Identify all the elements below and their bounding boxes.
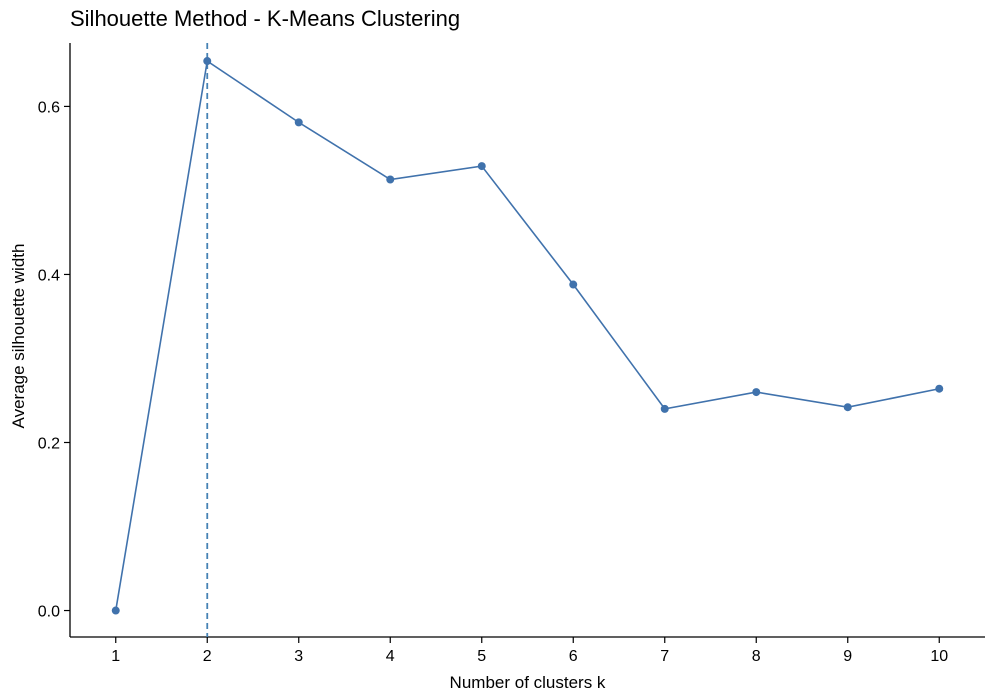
y-tick-label: 0.2 (38, 435, 60, 452)
x-tick-label: 8 (752, 648, 761, 665)
data-point (294, 118, 303, 127)
y-axis-title: Average silhouette width (9, 244, 28, 429)
series-silhouette (111, 57, 944, 615)
data-point (203, 57, 212, 66)
data-point (660, 404, 669, 413)
x-tick-label: 10 (930, 648, 948, 665)
data-point (386, 175, 395, 184)
x-tick-label: 1 (111, 648, 120, 665)
data-point (569, 280, 578, 289)
data-point (935, 384, 944, 393)
x-tick-label: 6 (569, 648, 578, 665)
x-tick-label: 2 (203, 648, 212, 665)
x-tick-label: 7 (660, 648, 669, 665)
data-point (111, 606, 120, 615)
series-line (114, 59, 940, 611)
x-tick-label: 9 (843, 648, 852, 665)
x-axis-title: Number of clusters k (450, 673, 606, 692)
x-tick-label: 3 (294, 648, 303, 665)
data-point (752, 388, 761, 397)
y-tick-label: 0.6 (38, 99, 60, 116)
y-tick-label: 0.4 (38, 267, 60, 284)
x-tick-label: 5 (477, 648, 486, 665)
data-point (843, 403, 852, 412)
x-axis: 1 2 3 4 5 6 7 8 9 10 (70, 636, 985, 665)
y-tick-label: 0.0 (38, 604, 60, 621)
x-tick-label: 4 (386, 648, 395, 665)
y-axis: 0.0 0.2 0.4 0.6 (38, 43, 71, 637)
data-point (477, 162, 486, 171)
chart-title: Silhouette Method - K-Means Clustering (70, 6, 461, 31)
